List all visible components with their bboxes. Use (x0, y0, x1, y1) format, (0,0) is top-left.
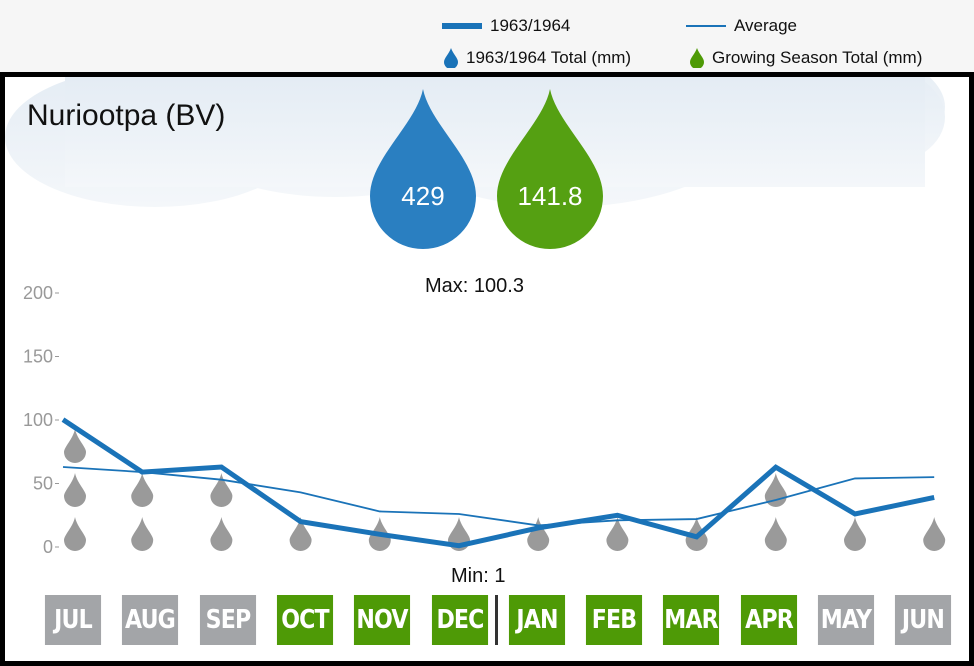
y-tick-label: 150 (23, 347, 53, 367)
month-button-aug[interactable]: AUG (122, 595, 179, 645)
month-button-dec[interactable]: DEC (431, 595, 488, 645)
month-button-oct[interactable]: OCT (276, 595, 333, 645)
chart-title: Nuriootpa (BV) (27, 99, 226, 132)
legend-item-total: 1963/1964 Total (mm) (444, 48, 631, 68)
rain-drop-icon (210, 473, 233, 508)
legend-total-label: 1963/1964 Total (mm) (466, 48, 632, 67)
y-tick-label: 200 (23, 283, 53, 303)
y-tick-label: 100 (23, 410, 53, 430)
legend-series-label: 1963/1964 (490, 16, 571, 35)
legend-average-label: Average (734, 16, 798, 35)
growing-total-value: 141.8 (517, 181, 583, 211)
series-line-1963-1964 (61, 417, 935, 549)
month-button-jun[interactable]: JUN (895, 595, 952, 645)
season-divider (495, 595, 498, 645)
green-drop-icon (690, 48, 704, 68)
max-label: Max: 100.3 (425, 275, 524, 297)
y-tick-label: 0 (43, 537, 53, 557)
growing-total-drop: 141.8 (497, 89, 603, 249)
rain-drop-icon (131, 517, 154, 551)
year-total-drop: 429 (370, 89, 476, 249)
blue-drop-icon (444, 48, 458, 68)
series-line-average (62, 466, 935, 527)
month-button-may[interactable]: MAY (817, 595, 875, 645)
legend-swatch-thin-line (686, 25, 726, 27)
legend-growing-label: Growing Season Total (mm) (712, 48, 923, 67)
month-button-apr[interactable]: APR (740, 595, 797, 645)
month-button-sep[interactable]: SEP (199, 595, 256, 645)
month-button-nov[interactable]: NOV (354, 595, 411, 645)
year-total-value: 429 (401, 181, 445, 211)
legend-swatch-thick-line (442, 23, 482, 29)
min-label: Min: 1 (451, 565, 506, 587)
rain-drop-icon (289, 517, 312, 551)
month-button-mar[interactable]: MAR (663, 595, 720, 645)
legend-item-growing: Growing Season Total (mm) (690, 48, 922, 68)
rain-drop-icon (764, 517, 787, 551)
chart-panel: Nuriootpa (BV) 429 141.8 Max: 100.3 Min:… (0, 72, 974, 666)
rain-drop-icon (64, 473, 86, 507)
rain-drop-icon (844, 517, 866, 551)
rain-drop-icon (527, 517, 550, 551)
rain-drop-icon (606, 517, 629, 551)
y-tick-label: 50 (33, 474, 53, 494)
legend: 1963/1964 Average 1963/1964 Total (mm) G… (0, 0, 974, 74)
line-chart: 0 50 100 150 200 (23, 283, 946, 557)
legend-item-series: 1963/1964 (442, 16, 570, 36)
rain-drop-icon (64, 517, 86, 551)
rain-drop-icon (64, 429, 86, 463)
rain-drop-icon (210, 517, 233, 551)
month-button-feb[interactable]: FEB (586, 595, 643, 645)
rain-drop-icon (923, 517, 946, 551)
month-button-jul[interactable]: JUL (44, 595, 102, 645)
legend-item-average: Average (686, 16, 797, 36)
month-button-jan[interactable]: JAN (508, 595, 565, 645)
rain-drop-icon (131, 473, 154, 508)
